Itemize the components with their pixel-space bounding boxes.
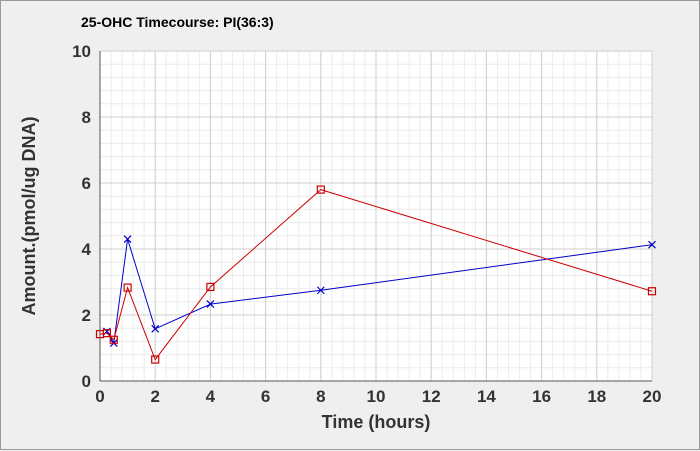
data-point-x-marker: [648, 240, 656, 249]
y-tick-label: 10: [72, 42, 91, 61]
y-tick-label: 8: [82, 108, 91, 127]
x-tick-label: 10: [367, 387, 386, 406]
x-tick-labels: 0 2 4 6 8 10 12 14 16 18 20: [95, 387, 661, 406]
y-tick-label: 2: [82, 306, 91, 325]
data-point-square-marker: [102, 329, 112, 338]
y-tick-label: 0: [82, 372, 91, 391]
x-tick-label: 0: [95, 387, 104, 406]
y-tick-label: 6: [82, 174, 91, 193]
x-tick-label: 16: [532, 387, 551, 406]
data-point-square-marker: [316, 185, 325, 194]
data-point-square-marker: [206, 282, 215, 292]
series-layer: [95, 185, 657, 364]
chart-title: 25-OHC Timecourse: PI(36:3): [81, 14, 274, 30]
data-point-x-marker: [151, 324, 160, 333]
x-tick-label: 20: [643, 387, 662, 406]
data-point-x-marker: [123, 235, 132, 244]
y-tick-label: 4: [82, 240, 92, 259]
data-point-square-marker: [151, 355, 160, 364]
data-point-x-marker: [206, 300, 215, 309]
data-point-x-marker: [316, 286, 325, 295]
x-tick-label: 8: [316, 387, 325, 406]
x-axis-label: Time (hours): [322, 412, 431, 432]
y-tick-labels: 0 2 4 6 8 10: [72, 42, 91, 391]
series-line-2: [99, 189, 653, 361]
x-tick-label: 2: [150, 387, 159, 406]
y-axis-label: Amount.(pmol/ug DNA): [19, 117, 39, 316]
data-point-square-marker: [647, 287, 657, 296]
data-point-square-marker: [123, 283, 132, 292]
x-tick-label: 6: [261, 387, 270, 406]
x-tick-label: 18: [587, 387, 606, 406]
x-tick-label: 12: [422, 387, 441, 406]
x-tick-label: 14: [477, 387, 496, 406]
x-tick-label: 4: [206, 387, 216, 406]
data-point-square-marker: [109, 335, 118, 344]
